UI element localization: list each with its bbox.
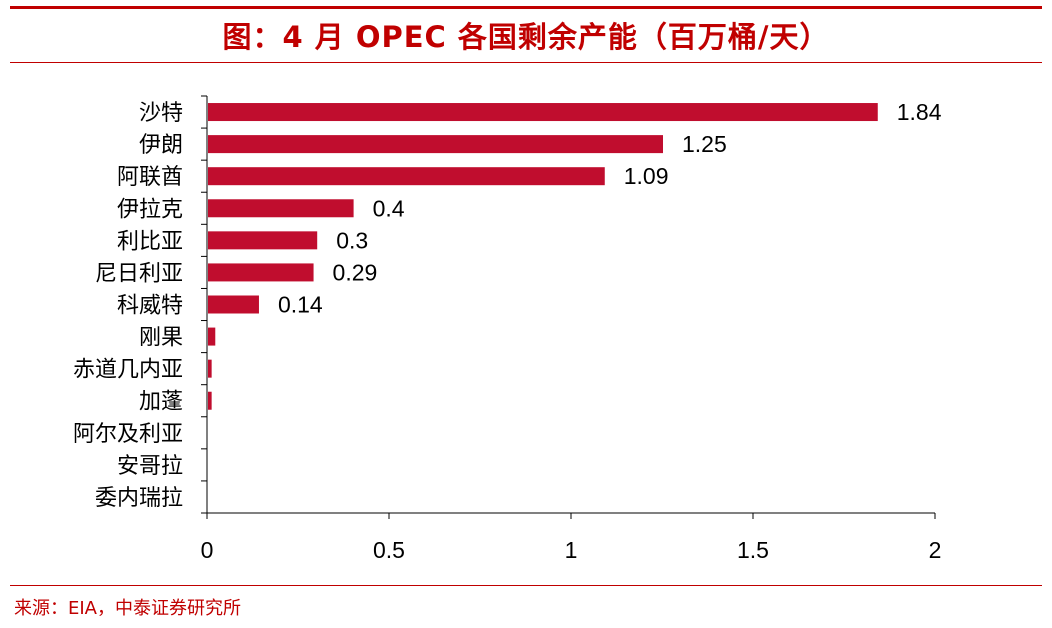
bar [208,135,663,154]
data-label: 0.14 [278,292,323,318]
bar [208,263,314,282]
source-rule [10,585,1042,586]
top-rule [10,6,1042,9]
x-tick-label: 2 [929,537,942,563]
bar [208,231,318,250]
category-label: 沙特 [139,101,183,126]
x-tick-label: 1 [565,537,578,563]
data-label: 0.29 [333,259,378,285]
title-rule [10,62,1042,63]
category-label: 尼日利亚 [95,261,183,286]
labels-group: 0 0.5 1 1.5 2 沙特 1.84 伊朗 1.25 阿联酋 1.09 伊拉克 0.4 利比亚 0.3… [73,99,942,563]
category-label: 利比亚 [117,229,183,254]
category-label: 安哥拉 [117,454,183,479]
bar [208,327,216,346]
data-label: 0.4 [373,195,405,221]
category-label: 加蓬 [139,390,183,415]
bar [208,359,212,378]
bars-group [208,103,878,410]
bar [208,167,605,186]
x-tick-label: 1.5 [737,537,769,563]
x-tick-label: 0.5 [373,537,405,563]
data-label: 1.84 [897,99,942,125]
category-label: 阿联酋 [117,165,183,190]
source-note: 来源：EIA，中泰证券研究所 [14,598,241,619]
chart-title: 图：4 月 OPEC 各国剩余产能（百万桶/天） [222,20,830,54]
data-label: 1.09 [624,163,669,189]
category-label: 阿尔及利亚 [73,422,183,447]
data-label: 1.25 [682,131,727,157]
data-label: 0.3 [336,227,368,253]
category-label: 委内瑞拉 [95,486,183,511]
bar [208,295,259,314]
x-tick-label: 0 [201,537,214,563]
category-label: 科威特 [117,294,183,319]
category-label: 伊拉克 [117,197,183,222]
category-label: 刚果 [139,326,183,351]
bar [208,103,878,122]
bar [208,199,354,218]
bar [208,391,212,410]
category-label: 伊朗 [139,133,183,158]
category-label: 赤道几内亚 [73,358,183,383]
axes-group [201,95,936,519]
